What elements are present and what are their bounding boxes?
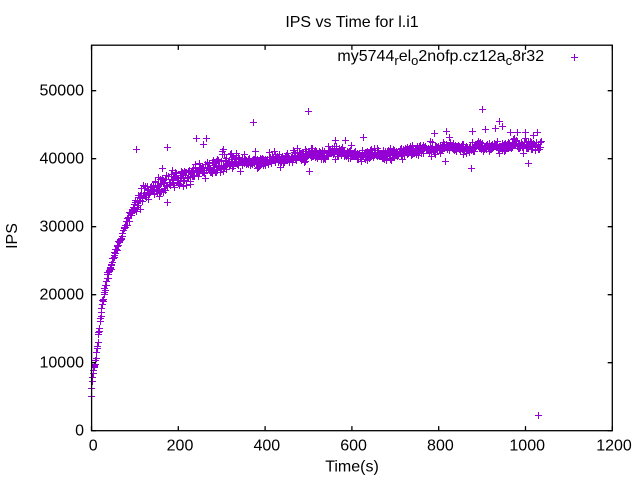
svg-text:800: 800 (427, 438, 454, 455)
svg-text:1000: 1000 (509, 438, 545, 455)
svg-text:Time(s): Time(s) (325, 459, 379, 476)
svg-text:10000: 10000 (40, 355, 85, 372)
svg-text:50000: 50000 (40, 83, 85, 100)
svg-text:1200: 1200 (596, 438, 632, 455)
svg-text:my5744relo2nofp.cz12ac8r32: my5744relo2nofp.cz12ac8r32 (337, 48, 544, 68)
svg-text:0: 0 (75, 423, 84, 440)
svg-text:20000: 20000 (40, 287, 85, 304)
svg-text:30000: 30000 (40, 219, 85, 236)
svg-text:400: 400 (253, 438, 280, 455)
svg-text:600: 600 (340, 438, 367, 455)
svg-text:40000: 40000 (40, 151, 85, 168)
svg-text:0: 0 (89, 438, 98, 455)
svg-text:IPS: IPS (4, 223, 21, 249)
svg-text:IPS vs Time for l.i1: IPS vs Time for l.i1 (285, 14, 418, 31)
svg-text:200: 200 (167, 438, 194, 455)
